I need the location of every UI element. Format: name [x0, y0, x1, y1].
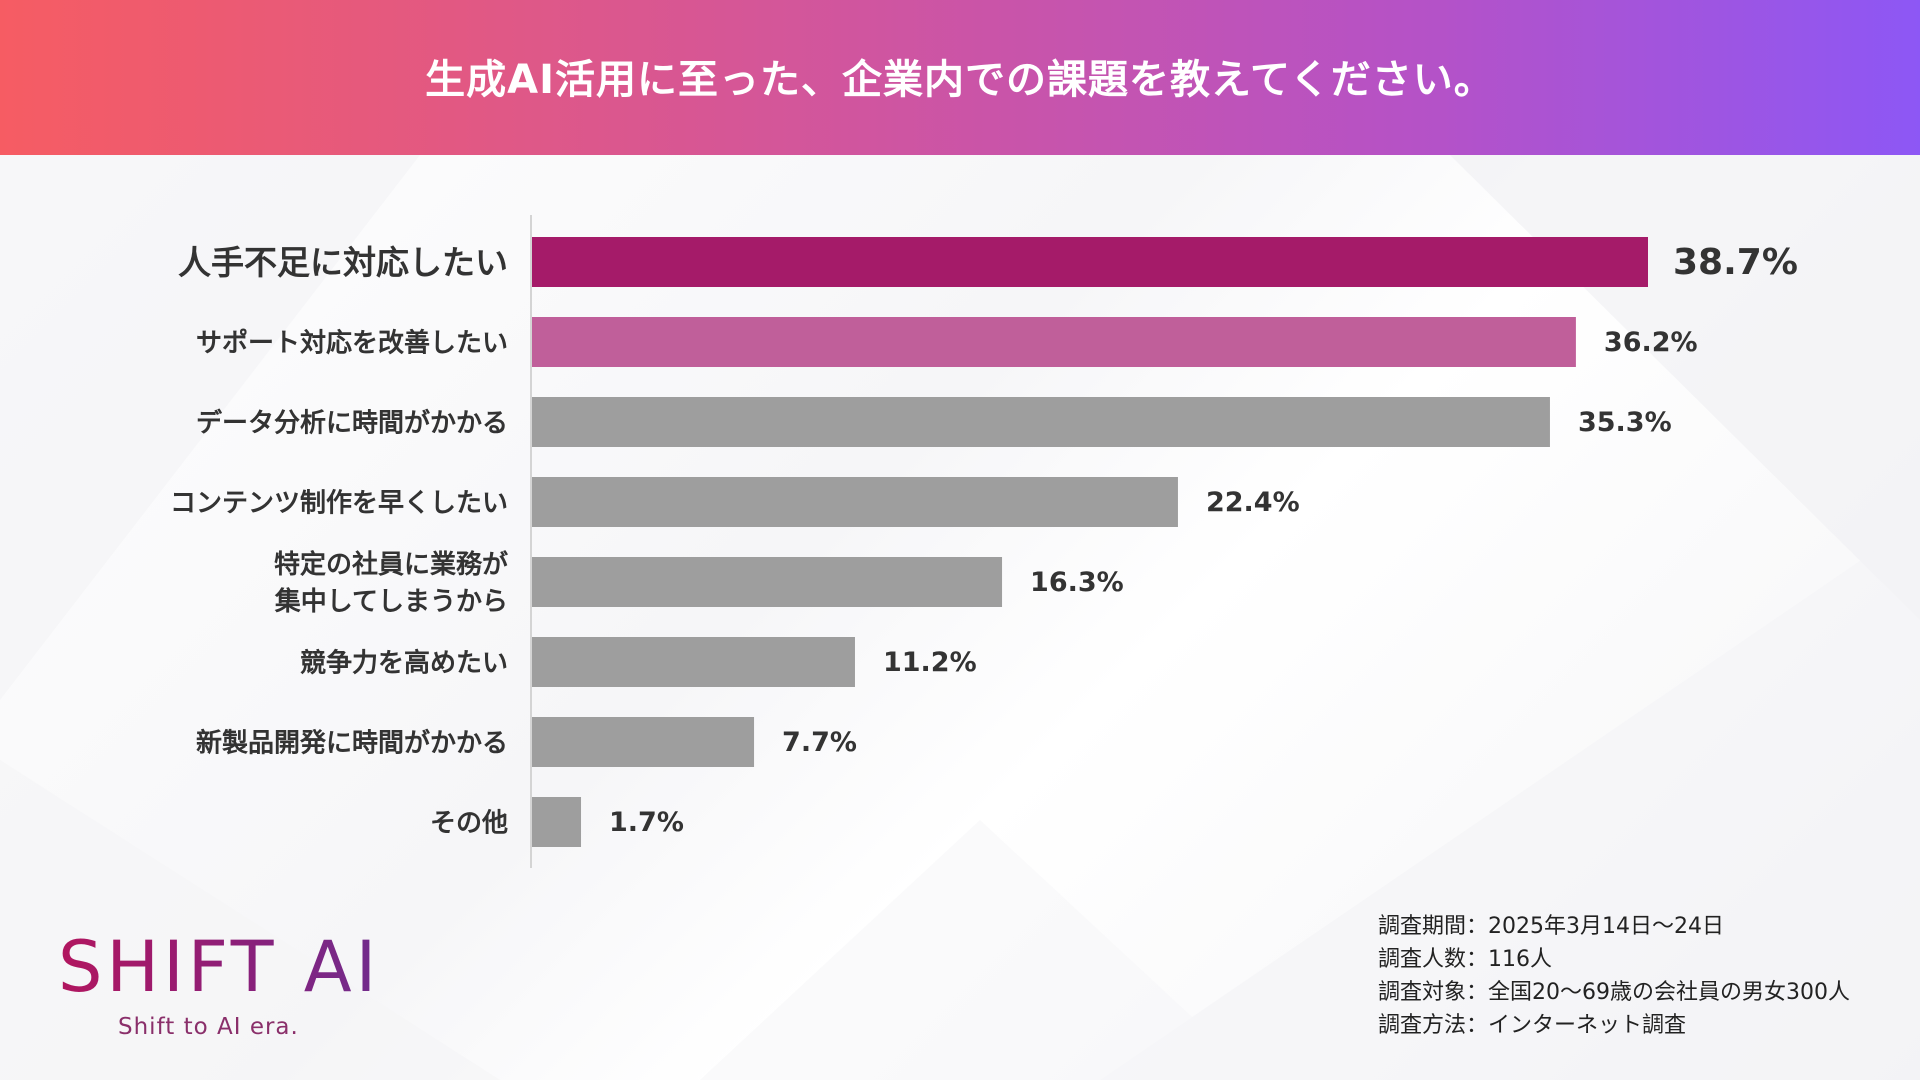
- category-label-line: コンテンツ制作を早くしたい: [170, 488, 508, 518]
- bar-8: [532, 797, 582, 847]
- bar-6: [532, 637, 855, 687]
- shift-ai-logo: SHIFT AI Shift to AI era.: [58, 932, 398, 1042]
- logo-wordmark: SHIFT AI: [58, 932, 398, 1002]
- bar-value-label-7: 7.7%: [782, 727, 857, 758]
- bar-value-label-1: 38.7%: [1673, 242, 1798, 283]
- category-label-line: サポート対応を改善したい: [196, 327, 508, 358]
- category-label-1: 人手不足に対応したい: [178, 243, 508, 282]
- category-label-8: その他: [430, 808, 508, 838]
- bar-7: [532, 717, 755, 767]
- bar-value-label-4: 22.4%: [1206, 487, 1300, 518]
- survey-info: 調査期間：2025年3月14日〜24日 調査人数：116人 調査対象：全国20〜…: [1378, 910, 1898, 1042]
- category-label-5: 特定の社員に業務が集中してしまうから: [274, 549, 508, 617]
- category-label-7: 新製品開発に時間がかかる: [196, 727, 508, 758]
- survey-method: 調査方法：インターネット調査: [1378, 1013, 1687, 1038]
- category-label-6: 競争力を高めたい: [300, 647, 508, 678]
- category-label-4: コンテンツ制作を早くしたい: [170, 488, 508, 518]
- page-title: 生成AI活用に至った、企業内での課題を教えてください。: [425, 56, 1495, 103]
- survey-period: 調査期間：2025年3月14日〜24日: [1378, 914, 1724, 939]
- bar-2: [532, 317, 1576, 367]
- bar-value-label-5: 16.3%: [1030, 567, 1124, 598]
- bar-1: [532, 237, 1648, 287]
- bar-value-label-8: 1.7%: [609, 807, 684, 838]
- category-label-line: 人手不足に対応したい: [178, 243, 508, 282]
- header-banner: 生成AI活用に至った、企業内での課題を教えてください。: [0, 0, 1920, 155]
- category-label-line: 集中してしまうから: [274, 586, 508, 617]
- survey-target: 調査対象：全国20〜69歳の会社員の男女300人: [1378, 980, 1850, 1005]
- category-label-line: 競争力を高めたい: [300, 647, 508, 678]
- bar-3: [532, 397, 1550, 447]
- category-label-line: その他: [430, 808, 508, 838]
- category-label-3: データ分析に時間がかかる: [196, 407, 508, 438]
- bar-value-label-2: 36.2%: [1604, 327, 1698, 358]
- logo-tagline: Shift to AI era.: [118, 1014, 299, 1040]
- category-label-line: データ分析に時間がかかる: [196, 407, 508, 438]
- bar-5: [532, 557, 1003, 607]
- survey-respondents: 調査人数：116人: [1378, 947, 1552, 972]
- category-label-line: 特定の社員に業務が: [274, 549, 508, 580]
- bar-4: [532, 477, 1178, 527]
- bar-value-label-6: 11.2%: [883, 647, 977, 678]
- category-label-2: サポート対応を改善したい: [196, 327, 508, 358]
- category-label-line: 新製品開発に時間がかかる: [196, 727, 508, 758]
- bar-value-label-3: 35.3%: [1578, 407, 1672, 438]
